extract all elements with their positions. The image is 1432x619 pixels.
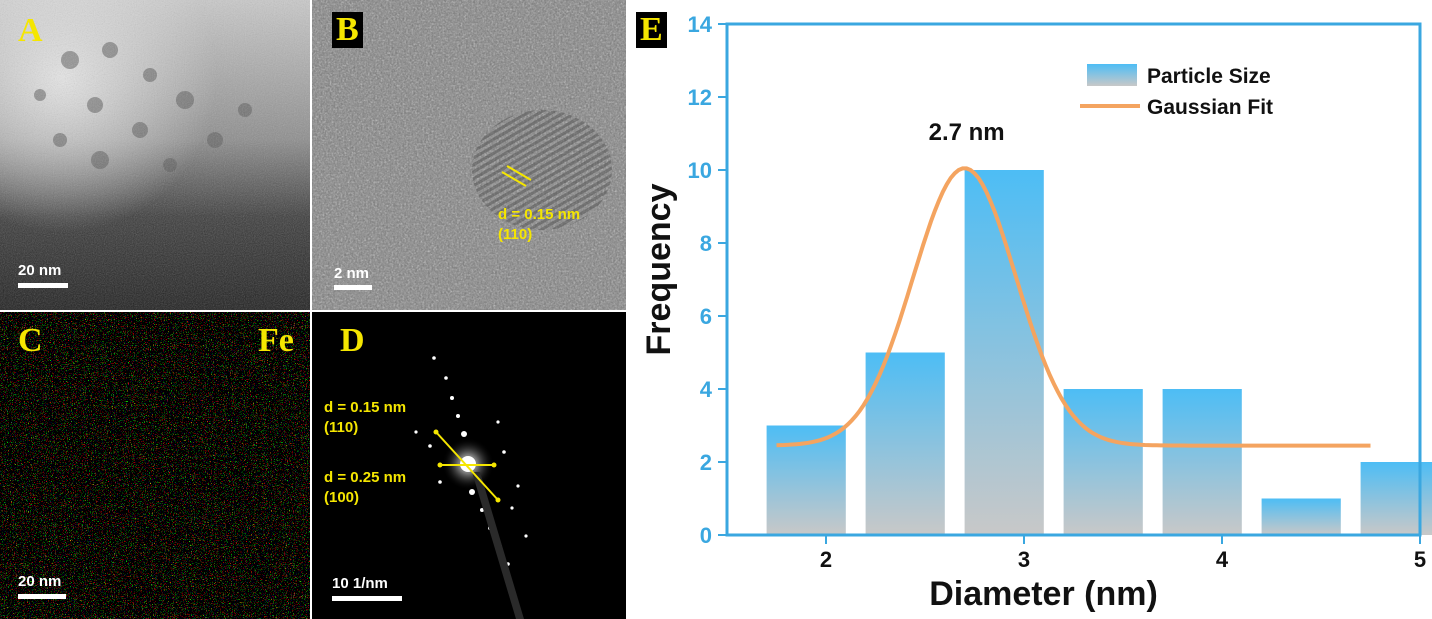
- y-tick-label: 8: [700, 231, 712, 256]
- tem-image-a: [0, 0, 310, 310]
- panel-a-tem-image: A 20 nm: [0, 0, 310, 310]
- d-spacing-text-2: d = 0.25 nm: [324, 469, 407, 486]
- panel-label-b: B: [332, 12, 363, 48]
- plane-index-text: (110): [498, 225, 533, 243]
- panel-label-d: D: [340, 322, 365, 359]
- plane-index-text-2: (100): [324, 488, 360, 506]
- peak-annotation: 2.7 nm: [929, 119, 1005, 146]
- y-tick-label: 10: [688, 158, 712, 183]
- plot-frame: [725, 22, 1422, 537]
- d-spacing-label-110: d = 0.15 nm (110): [324, 398, 406, 437]
- histogram-bar: [1063, 389, 1143, 535]
- panel-label-e: E: [636, 12, 667, 48]
- legend-label-gaussian-fit: Gaussian Fit: [1147, 96, 1273, 119]
- plane-index-text-1: (110): [324, 418, 359, 436]
- lattice-spacing-label-b: d = 0.15 nm (110): [498, 205, 580, 244]
- panel-c-fe-mapping: C Fe 20 nm: [0, 312, 310, 619]
- panel-label-c: C: [18, 322, 43, 359]
- scale-bar-c: [18, 594, 66, 599]
- legend-label-particle-size: Particle Size: [1147, 65, 1271, 88]
- y-axis-label: Frequency: [640, 183, 678, 355]
- d-spacing-text-1: d = 0.15 nm: [324, 399, 407, 416]
- y-tick-label: 6: [700, 304, 712, 329]
- gaussian-fit-line: [776, 166, 1371, 448]
- legend-swatch-particle-size: [1087, 64, 1137, 86]
- y-tick-label: 12: [688, 85, 712, 110]
- histogram-bar: [964, 170, 1044, 535]
- scale-bar-a: [18, 283, 68, 288]
- chart-legend: Particle Size Gaussian Fit: [1080, 64, 1273, 119]
- x-tick-label: 4: [1216, 547, 1229, 572]
- histogram-bar: [865, 352, 945, 535]
- x-tick-label: 3: [1018, 547, 1030, 572]
- panel-e-size-histogram: 0 2 4 6 8 10 12 14 2 3 4 5 2.7 nm Diameter (nm) Fre…: [630, 0, 1432, 619]
- d-spacing-text: d = 0.15 nm: [498, 206, 581, 223]
- x-tick-label: 2: [820, 547, 832, 572]
- histogram-bar: [1162, 389, 1242, 535]
- scale-bar-label-b: 2 nm: [334, 265, 370, 282]
- scale-bar-label-c: 20 nm: [18, 573, 62, 590]
- histogram-bar: [1261, 498, 1341, 535]
- scale-bar-d: [332, 596, 402, 601]
- y-tick-label: 14: [688, 12, 713, 37]
- scale-bar-b: [334, 285, 372, 290]
- hrtem-image-b: [312, 0, 626, 310]
- panel-d-saed-pattern: D d = 0.15 nm (110) d = 0.25 nm (100) 10…: [312, 312, 626, 619]
- panel-label-a: A: [18, 12, 43, 49]
- d-spacing-label-100: d = 0.25 nm (100): [324, 468, 406, 507]
- y-tick-label: 2: [700, 450, 712, 475]
- scale-bar-label-a: 20 nm: [18, 262, 62, 279]
- scale-bar-label-d: 10 1/nm: [332, 575, 388, 592]
- diffraction-pattern-d: [312, 312, 626, 619]
- elemental-map-c: [0, 312, 310, 619]
- x-axis-label: Diameter (nm): [929, 575, 1158, 613]
- panel-b-hrtem-image: B d = 0.15 nm (110) 2 nm: [312, 0, 626, 310]
- histogram-chart: 0 2 4 6 8 10 12 14 2 3 4 5 2.7 nm Diameter (nm) Fre…: [640, 12, 1432, 613]
- y-tick-label: 0: [700, 523, 712, 548]
- x-tick-label: 5: [1414, 547, 1426, 572]
- y-tick-label: 4: [700, 377, 713, 402]
- element-label-fe: Fe: [258, 322, 294, 359]
